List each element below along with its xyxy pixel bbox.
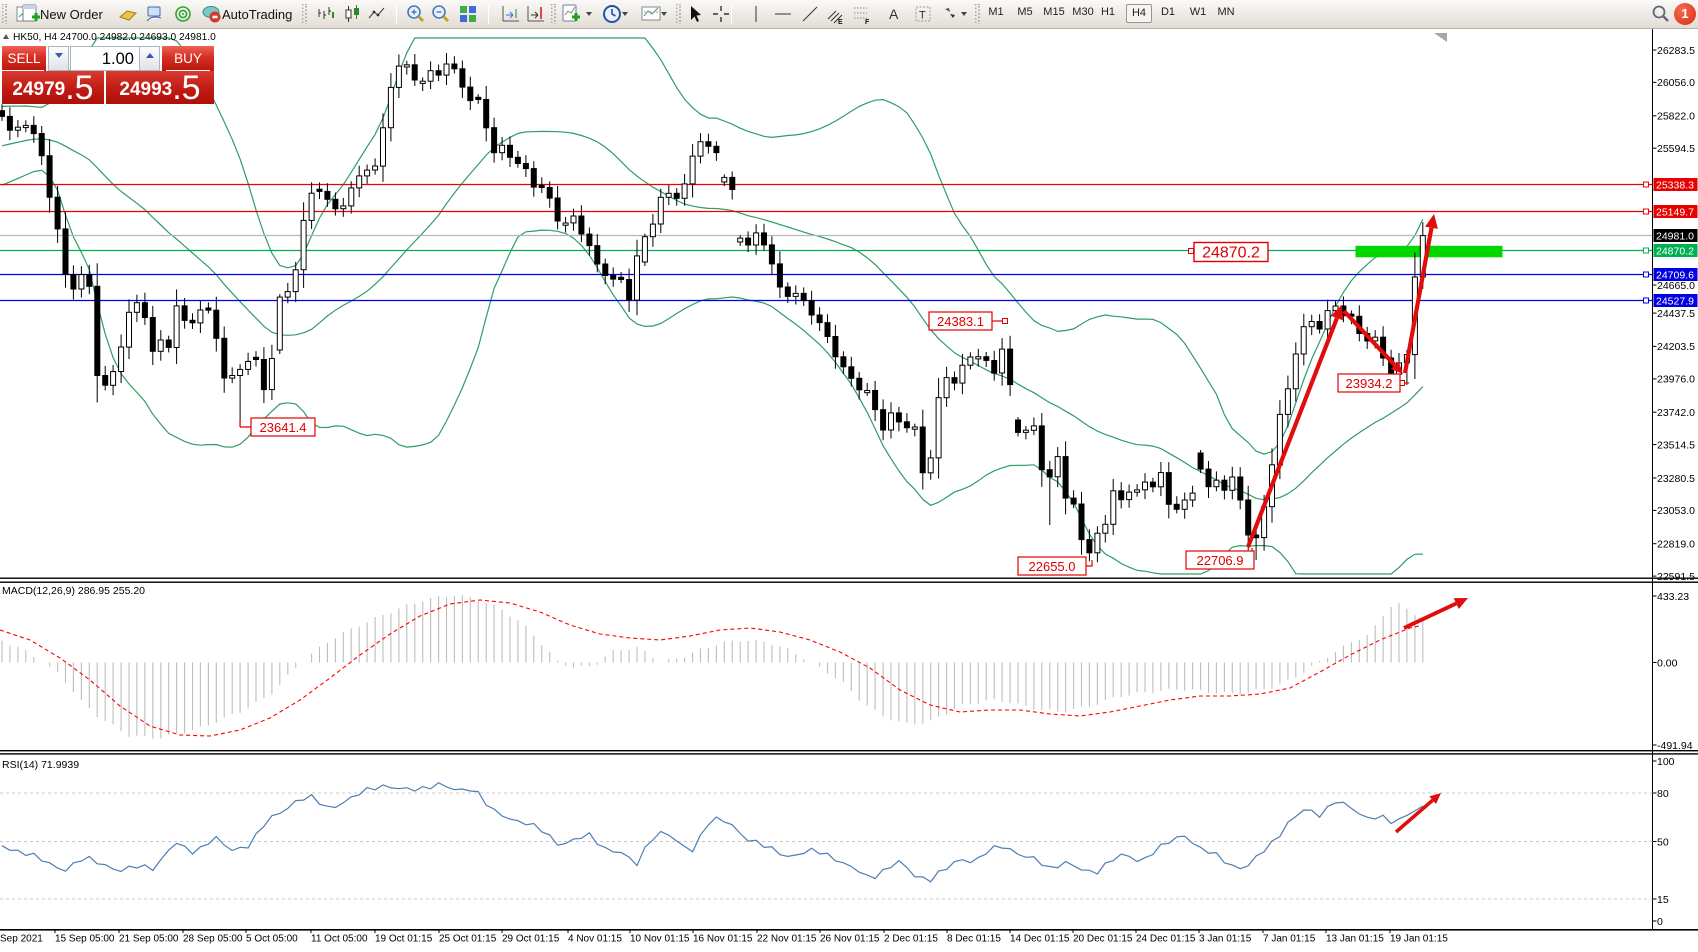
svg-text:24981.0: 24981.0 xyxy=(1656,230,1694,242)
svg-text:8 Dec 01:15: 8 Dec 01:15 xyxy=(947,934,1001,945)
svg-text:21 Sep 05:00: 21 Sep 05:00 xyxy=(119,934,179,945)
svg-text:22655.0: 22655.0 xyxy=(1029,559,1076,574)
svg-text:HK50, H4 24700.0 24982.0 2469: HK50, H4 24700.0 24982.0 24693.0 24981.0 xyxy=(13,32,216,43)
svg-text:T: T xyxy=(919,10,926,22)
svg-text:MACD(12,26,9) 286.95 255.20: MACD(12,26,9) 286.95 255.20 xyxy=(2,585,145,597)
svg-text:23976.0: 23976.0 xyxy=(1657,374,1695,386)
svg-text:29 Oct 01:15: 29 Oct 01:15 xyxy=(502,934,560,945)
svg-text:16 Nov 01:15: 16 Nov 01:15 xyxy=(693,934,753,945)
svg-text:26283.5: 26283.5 xyxy=(1657,45,1695,57)
svg-text:433.23: 433.23 xyxy=(1657,591,1689,603)
svg-text:23641.4: 23641.4 xyxy=(260,420,307,435)
svg-text:25594.5: 25594.5 xyxy=(1657,143,1695,155)
svg-text:100: 100 xyxy=(1657,756,1675,768)
svg-text:11 Oct 05:00: 11 Oct 05:00 xyxy=(311,934,368,945)
svg-text:23934.2: 23934.2 xyxy=(1346,376,1393,391)
svg-text:26 Nov 01:15: 26 Nov 01:15 xyxy=(820,934,880,945)
svg-text:23742.0: 23742.0 xyxy=(1657,407,1695,419)
svg-text:RSI(14) 71.9939: RSI(14) 71.9939 xyxy=(2,759,79,771)
svg-text:25 Oct 01:15: 25 Oct 01:15 xyxy=(439,934,497,945)
svg-text:80: 80 xyxy=(1657,788,1669,800)
svg-text:19 Jan 01:15: 19 Jan 01:15 xyxy=(1390,934,1448,945)
svg-text:25822.0: 25822.0 xyxy=(1657,111,1695,123)
svg-text:20 Dec 01:15: 20 Dec 01:15 xyxy=(1073,934,1133,945)
svg-text:24709.6: 24709.6 xyxy=(1656,269,1694,281)
svg-text:24437.5: 24437.5 xyxy=(1657,308,1695,320)
svg-text:14 Dec 01:15: 14 Dec 01:15 xyxy=(1010,934,1070,945)
svg-text:Sep 2021: Sep 2021 xyxy=(0,934,43,945)
svg-text:23514.5: 23514.5 xyxy=(1657,439,1695,451)
svg-text:15 Sep 05:00: 15 Sep 05:00 xyxy=(55,934,115,945)
svg-text:3 Jan 01:15: 3 Jan 01:15 xyxy=(1199,934,1252,945)
svg-text:50: 50 xyxy=(1657,836,1669,848)
svg-text:0.00: 0.00 xyxy=(1657,657,1678,669)
svg-text:10 Nov 01:15: 10 Nov 01:15 xyxy=(630,934,690,945)
svg-text:24665.0: 24665.0 xyxy=(1657,280,1695,292)
svg-text:24870.2: 24870.2 xyxy=(1202,245,1260,262)
svg-text:F: F xyxy=(865,19,870,25)
svg-text:24527.9: 24527.9 xyxy=(1656,295,1694,307)
svg-text:22 Nov 01:15: 22 Nov 01:15 xyxy=(757,934,817,945)
svg-text:2 Dec 01:15: 2 Dec 01:15 xyxy=(884,934,938,945)
svg-text:25338.3: 25338.3 xyxy=(1656,179,1694,191)
svg-text:22706.9: 22706.9 xyxy=(1197,553,1244,568)
svg-text:4 Nov 01:15: 4 Nov 01:15 xyxy=(568,934,622,945)
svg-text:0: 0 xyxy=(1657,916,1663,928)
svg-text:23280.5: 23280.5 xyxy=(1657,473,1695,485)
svg-text:19 Oct 01:15: 19 Oct 01:15 xyxy=(375,934,433,945)
svg-text:A: A xyxy=(889,6,899,22)
svg-text:5 Oct 05:00: 5 Oct 05:00 xyxy=(246,934,298,945)
svg-text:24870.2: 24870.2 xyxy=(1656,245,1694,257)
svg-text:23053.0: 23053.0 xyxy=(1657,505,1695,517)
svg-text:-491.94: -491.94 xyxy=(1657,740,1693,752)
svg-text:24203.5: 24203.5 xyxy=(1657,341,1695,353)
svg-text:15: 15 xyxy=(1657,894,1669,906)
svg-text:13 Jan 01:15: 13 Jan 01:15 xyxy=(1326,934,1384,945)
svg-text:7 Jan 01:15: 7 Jan 01:15 xyxy=(1263,934,1316,945)
svg-text:22819.0: 22819.0 xyxy=(1657,539,1695,551)
svg-text:28 Sep 05:00: 28 Sep 05:00 xyxy=(183,934,243,945)
svg-text:25149.7: 25149.7 xyxy=(1656,206,1694,218)
svg-text:24 Dec 01:15: 24 Dec 01:15 xyxy=(1136,934,1196,945)
svg-text:E: E xyxy=(838,19,843,25)
svg-text:22591.5: 22591.5 xyxy=(1657,571,1695,583)
svg-text:24383.1: 24383.1 xyxy=(937,314,984,329)
svg-text:26056.0: 26056.0 xyxy=(1657,77,1695,89)
